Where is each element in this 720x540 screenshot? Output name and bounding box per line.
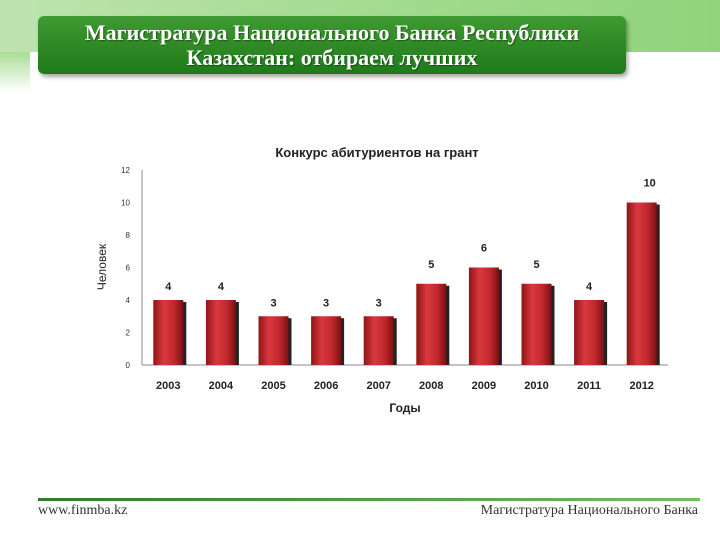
data-label: 5 (533, 259, 539, 271)
data-label: 10 (644, 178, 656, 190)
bar-2003 (153, 300, 184, 365)
y-tick-label: 2 (126, 329, 131, 338)
data-label: 3 (323, 297, 329, 309)
x-tick-label: 2003 (156, 380, 180, 392)
x-tick-label: 2006 (314, 380, 338, 392)
x-tick-label: 2009 (472, 380, 496, 392)
footer-text: Магистратура Национального Банка (480, 503, 698, 518)
data-label: 4 (218, 281, 225, 293)
data-label: 4 (586, 281, 593, 293)
slide-title-box: Магистратура Национального Банка Республ… (38, 16, 626, 74)
x-tick-label: 2008 (419, 380, 443, 392)
data-label: 5 (428, 259, 434, 271)
x-tick-label: 2007 (366, 380, 390, 392)
data-label: 3 (376, 297, 382, 309)
bar-2008 (416, 283, 447, 365)
x-tick-label: 2011 (577, 380, 601, 392)
x-axis-label: Годы (389, 401, 420, 415)
x-tick-label: 2010 (524, 380, 548, 392)
y-tick-label: 4 (126, 296, 131, 305)
x-tick-label: 2012 (629, 380, 653, 392)
bar-2012 (626, 202, 657, 365)
data-label: 6 (481, 243, 487, 255)
y-tick-label: 0 (126, 361, 131, 370)
chart-title: Конкурс абитуриентов на грант (275, 145, 478, 160)
slide-title-line2: Казахстан: отбираем лучших (186, 45, 478, 70)
bar-2006 (311, 316, 342, 365)
x-tick-label: 2005 (261, 380, 285, 392)
footer-url[interactable]: www.finmba.kz (38, 503, 128, 518)
y-tick-label: 6 (126, 264, 131, 273)
left-decor-strip (0, 52, 30, 92)
y-tick-label: 10 (121, 199, 130, 208)
y-tick-label: 8 (126, 231, 131, 240)
data-label: 4 (165, 281, 172, 293)
slide-title-line1: Магистратура Национального Банка Республ… (84, 20, 580, 45)
bar-2005 (258, 316, 289, 365)
bar-2009 (468, 267, 499, 365)
footer-divider (38, 498, 700, 501)
bar-2010 (521, 283, 552, 365)
y-tick-label: 12 (121, 166, 130, 175)
x-tick-label: 2004 (209, 380, 234, 392)
y-axis-label: Человек (95, 243, 109, 290)
slide-title: Магистратура Национального Банка Республ… (85, 20, 579, 70)
data-label: 3 (270, 297, 276, 309)
bar-2007 (363, 316, 394, 365)
bar-2004 (205, 300, 236, 365)
bar-2011 (574, 300, 605, 365)
